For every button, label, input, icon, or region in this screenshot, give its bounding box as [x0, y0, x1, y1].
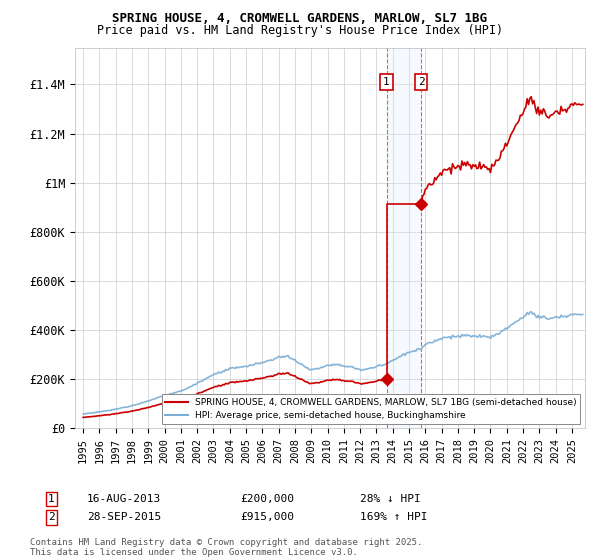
Text: £200,000: £200,000 [240, 494, 294, 504]
Text: Contains HM Land Registry data © Crown copyright and database right 2025.
This d: Contains HM Land Registry data © Crown c… [30, 538, 422, 557]
Text: 28-SEP-2015: 28-SEP-2015 [87, 512, 161, 522]
Text: SPRING HOUSE, 4, CROMWELL GARDENS, MARLOW, SL7 1BG: SPRING HOUSE, 4, CROMWELL GARDENS, MARLO… [113, 12, 487, 25]
Text: 2: 2 [48, 512, 55, 522]
Text: £915,000: £915,000 [240, 512, 294, 522]
Text: 1: 1 [48, 494, 55, 504]
Text: 169% ↑ HPI: 169% ↑ HPI [360, 512, 427, 522]
Text: 2: 2 [418, 77, 424, 87]
Text: 16-AUG-2013: 16-AUG-2013 [87, 494, 161, 504]
Legend: SPRING HOUSE, 4, CROMWELL GARDENS, MARLOW, SL7 1BG (semi-detached house), HPI: A: SPRING HOUSE, 4, CROMWELL GARDENS, MARLO… [162, 394, 580, 424]
Text: 28% ↓ HPI: 28% ↓ HPI [360, 494, 421, 504]
Bar [386, 48, 421, 428]
Text: Price paid vs. HM Land Registry's House Price Index (HPI): Price paid vs. HM Land Registry's House … [97, 24, 503, 37]
Text: 1: 1 [383, 77, 390, 87]
